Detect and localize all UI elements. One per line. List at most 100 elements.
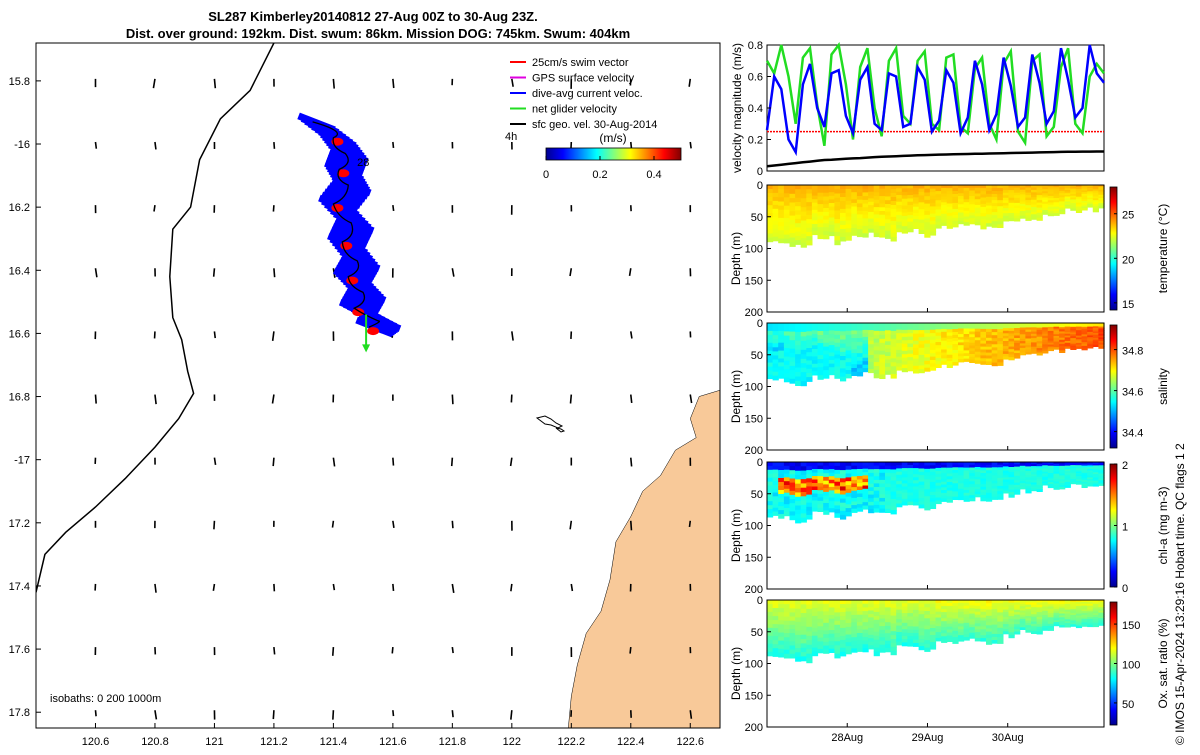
section-cell [980, 352, 986, 356]
section-cell [784, 608, 790, 613]
section-cell [773, 477, 779, 481]
section-cell [778, 366, 784, 371]
section-cell [907, 465, 913, 469]
section-colorbar-label: temperature (°C) [1156, 204, 1170, 294]
section-cell [834, 343, 840, 348]
section-cell [851, 466, 857, 470]
section-cell [806, 618, 812, 623]
section-cell [986, 203, 992, 207]
section-cell [778, 506, 784, 511]
section-cell [919, 223, 925, 227]
section-cell [868, 473, 874, 477]
section-cell [806, 507, 812, 512]
section-cell [767, 375, 773, 380]
section-cell [829, 505, 835, 509]
section-cell [891, 462, 897, 466]
section-cell [784, 193, 790, 198]
section-cell [919, 643, 925, 647]
section-cell [773, 481, 779, 485]
section-colorbar [1110, 187, 1117, 310]
section-cell [891, 358, 897, 363]
section-cell [812, 189, 818, 193]
section-cell [907, 350, 913, 354]
section-cell [840, 491, 846, 496]
section-cell [823, 481, 829, 485]
section-cell [773, 360, 779, 365]
geo-velocity-arrow [274, 268, 275, 277]
section-cell [891, 327, 897, 332]
section-cell [840, 360, 846, 365]
geo-velocity-arrow [630, 647, 631, 654]
section-cell [879, 200, 885, 204]
section-cell [773, 213, 779, 218]
section-cell [784, 197, 790, 202]
section-cell [857, 334, 863, 338]
section-cell [1042, 212, 1048, 215]
section-cell [863, 648, 869, 652]
section-cell [874, 469, 880, 473]
section-cell [857, 648, 863, 652]
section-cell [823, 351, 829, 356]
section-cell [778, 600, 784, 605]
section-cell [874, 491, 880, 495]
section-cell [784, 485, 790, 489]
section-cell [790, 600, 796, 605]
section-cell [795, 198, 801, 203]
section-cell [823, 347, 829, 352]
section-cell [952, 497, 958, 500]
section-cell [980, 621, 986, 625]
section-cell [868, 466, 874, 470]
section-cell [980, 226, 986, 230]
section-cell [773, 351, 779, 356]
section-y-label: Depth (m) [729, 509, 743, 562]
section-cell [879, 619, 885, 623]
section-cell [784, 474, 790, 478]
geo-velocity-arrow [213, 584, 214, 591]
section-cell [806, 228, 812, 233]
section-cell [767, 509, 773, 513]
section-cell [846, 497, 852, 501]
section-cell [891, 643, 897, 648]
section-cell [846, 608, 852, 612]
section-cell [1037, 353, 1043, 356]
section-cell [767, 193, 773, 198]
section-cell [879, 502, 885, 506]
section-cell [801, 630, 807, 635]
section-cell [806, 356, 812, 361]
section-cell [767, 462, 773, 467]
section-cell [784, 378, 790, 383]
map-x-tick-label: 121.2 [260, 736, 288, 748]
date-tick-label: 29Aug [912, 732, 944, 744]
section-cell [851, 199, 857, 203]
section-cell [818, 327, 824, 332]
section-cell [823, 204, 829, 208]
section-cell [924, 215, 930, 219]
section-cell [947, 638, 953, 642]
section-cell [1059, 350, 1065, 353]
section-cell [874, 608, 880, 613]
section-cell [801, 363, 807, 368]
section-cell [879, 323, 885, 328]
section-cell [863, 330, 869, 334]
section-cell [829, 349, 835, 353]
geo-velocity-arrow [393, 142, 394, 148]
section-cell [790, 646, 796, 651]
section-cell [857, 338, 863, 342]
section-cell [975, 494, 981, 497]
section-cell [1093, 484, 1099, 486]
section-cell [924, 189, 930, 193]
section-cell [941, 499, 947, 502]
section-cell [834, 650, 840, 655]
section-cell [778, 466, 784, 471]
section-cell [868, 484, 874, 488]
section-cell [846, 232, 852, 237]
section-cell [801, 475, 807, 480]
section-cell [767, 355, 773, 360]
section-cell [863, 189, 869, 193]
section-cell [778, 355, 784, 360]
section-y-tick-label: 0 [757, 457, 763, 469]
section-cell [879, 355, 885, 360]
section-cell [806, 323, 812, 328]
section-cell [907, 330, 913, 334]
